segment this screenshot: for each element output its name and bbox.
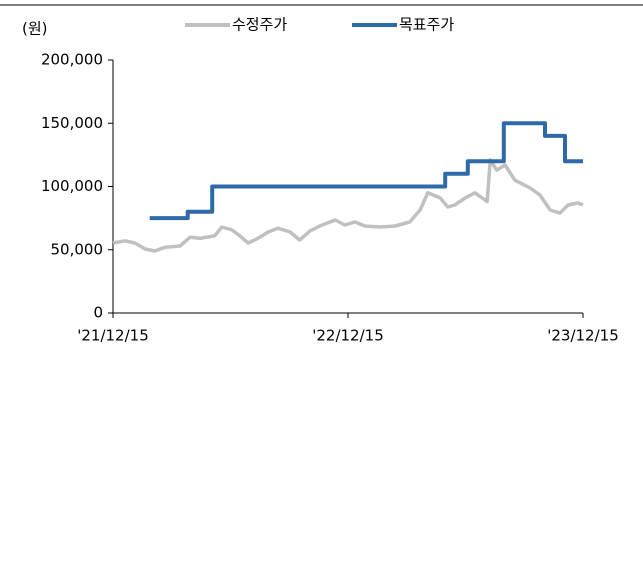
x-tick-label: '23/12/15 — [547, 327, 619, 345]
line-series — [149, 121, 583, 221]
y-tick-label: 0 — [93, 304, 103, 322]
y-unit-label: (원) — [22, 20, 48, 38]
y-tick-label: 100,000 — [41, 177, 103, 195]
line-series — [112, 158, 584, 253]
x-tick-label: '21/12/15 — [77, 327, 149, 345]
y-tick-label: 200,000 — [41, 51, 103, 69]
y-tick-label: 50,000 — [51, 240, 104, 258]
y-tick-label: 150,000 — [41, 114, 103, 132]
legend-label: 목표주가 — [399, 16, 454, 34]
legend-label: 수정주가 — [232, 16, 287, 34]
x-tick-label: '22/12/15 — [312, 327, 384, 345]
